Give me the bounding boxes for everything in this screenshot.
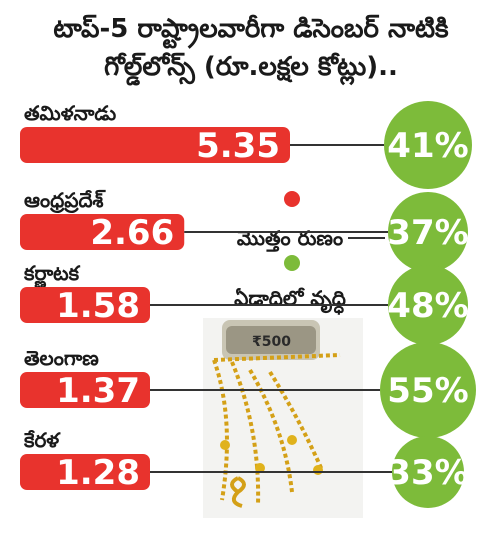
state-label: తమిళనాడు <box>24 101 116 125</box>
growth-percent-label: 33% <box>387 453 468 493</box>
state-label: కేరళ <box>23 428 61 452</box>
growth-circle <box>380 342 476 438</box>
debt-value-label: 1.28 <box>56 453 140 493</box>
chart-title-line-2: గోల్డ్‌లోన్స్‌ (రూ.లక్షల కోట్లు).. <box>104 52 398 82</box>
debt-value-label: 1.37 <box>56 371 140 411</box>
debt-value-label: 5.35 <box>196 126 280 166</box>
debt-value-label: 2.66 <box>90 213 174 253</box>
growth-percent-label: 41% <box>387 126 468 166</box>
legend-growth-marker <box>284 255 300 271</box>
chart-rows: తమిళనాడు 5.35 41% ఆంధ్రప్రదేశ్‌2.66 37% కర్ణా… <box>20 101 476 508</box>
chart-title-line-1: టాప్‌-5 రాష్ట్రాలవారీగా డిసెంబర్‌ నాటికి <box>53 14 449 44</box>
chart-header: టాప్‌-5 రాష్ట్రాలవారీగా డిసెంబర్‌ నాటికి… <box>10 4 492 90</box>
legend-debt-marker <box>284 191 300 207</box>
legend-debt-label: మొత్తం రుణం <box>237 226 343 252</box>
state-label: కర్ణాటక <box>23 261 81 289</box>
growth-percent-label: 37% <box>387 213 468 253</box>
growth-percent-label: 55% <box>387 371 468 411</box>
growth-percent-label: 48% <box>387 286 468 326</box>
debt-bar <box>20 454 150 490</box>
state-label: ఆంధ్రప్రదేశ్‌ <box>24 188 107 214</box>
state-label: తెలంగాణ <box>24 346 99 370</box>
growth-circle <box>388 192 468 272</box>
legend: మొత్తం రుణం ఏడాదిలో వృద్ధి <box>234 191 385 315</box>
debt-bar <box>20 372 150 408</box>
growth-circle <box>384 101 472 189</box>
debt-bar <box>20 127 290 163</box>
debt-bar <box>20 214 185 250</box>
gold-chain-photo: ₹500 <box>203 318 363 518</box>
debt-bar <box>20 287 150 323</box>
legend-growth-label: ఏడాదిలో వృద్ధి <box>234 286 346 315</box>
growth-circle <box>392 436 464 508</box>
debt-value-label: 1.58 <box>56 286 140 326</box>
growth-circle <box>388 265 468 345</box>
svg-text:₹500: ₹500 <box>252 334 291 350</box>
